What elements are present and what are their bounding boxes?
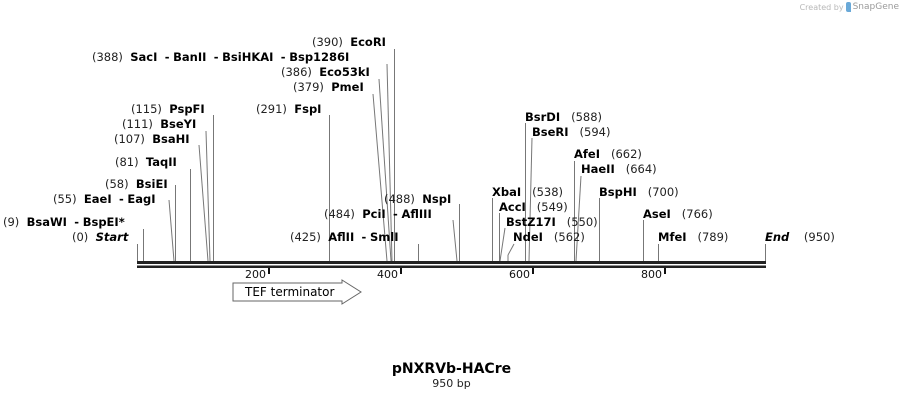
site-end[interactable]: End (950) (765, 230, 835, 244)
site-eaei[interactable]: (55) EaeI - EagI (53, 192, 156, 206)
credit-prefix: Created by (799, 2, 844, 12)
site-aflii[interactable]: (425) AflII - SmlI (290, 230, 399, 244)
tick-label-400: 400 (377, 268, 398, 281)
feature-tef-terminator[interactable]: TEF terminator (245, 285, 335, 299)
site-afei[interactable]: AfeI (662) (574, 147, 642, 161)
tick-label-800: 800 (641, 268, 662, 281)
site-asei[interactable]: AseI (766) (643, 207, 713, 221)
site-mfei[interactable]: MfeI (789) (658, 230, 729, 244)
site-bseyi[interactable]: (111) BseYI (122, 117, 197, 131)
site-bsiei[interactable]: (58) BsiEI (105, 177, 168, 191)
map-length: 950 bp (432, 377, 471, 390)
site-fspi[interactable]: (291) FspI (256, 102, 322, 116)
site-taqii[interactable]: (81) TaqII (115, 155, 177, 169)
site-eco53ki[interactable]: (386) Eco53kI (281, 65, 370, 79)
site-xbai[interactable]: XbaI (538) (492, 185, 564, 199)
tick-label-200: 200 (245, 268, 266, 281)
site-bsawi[interactable]: (9) BsaWI - BspEI* (3, 215, 125, 229)
site-bstz17i[interactable]: BstZ17I (550) (506, 215, 598, 229)
tick-label-600: 600 (509, 268, 530, 281)
site-bsphi[interactable]: BspHI (700) (599, 185, 679, 199)
site-ecori[interactable]: (390) EcoRI (312, 35, 386, 49)
site-pmei[interactable]: (379) PmeI (293, 80, 364, 94)
site-start[interactable]: (0) Start (72, 230, 129, 244)
site-bseri[interactable]: BseRI (594) (532, 125, 611, 139)
map-title: pNXRVb-HACre (391, 361, 512, 377)
backbone-strand-bottom (137, 265, 766, 268)
site-bsahi[interactable]: (107) BsaHI (114, 132, 190, 146)
site-pcii[interactable]: (484) PciI - AflIII (324, 207, 432, 221)
tef-terminator-arrow (232, 279, 362, 305)
credit-brand: SnapGene (852, 2, 899, 12)
snapgene-logo-icon (845, 2, 851, 12)
snapgene-credit: Created by SnapGene (800, 2, 899, 12)
site-acci[interactable]: AccI (549) (499, 200, 568, 214)
site-haeii[interactable]: HaeII (664) (581, 162, 657, 176)
site-bsrdi[interactable]: BsrDI (588) (525, 110, 603, 124)
backbone-strand-top (137, 261, 766, 264)
site-nspi[interactable]: (488) NspI (384, 192, 452, 206)
site-ndei[interactable]: NdeI (562) (513, 230, 585, 244)
site-pspfi[interactable]: (115) PspFI (131, 102, 205, 116)
site-saci[interactable]: (388) SacI - BanII - BsiHKAI - Bsp1286I (92, 50, 350, 64)
